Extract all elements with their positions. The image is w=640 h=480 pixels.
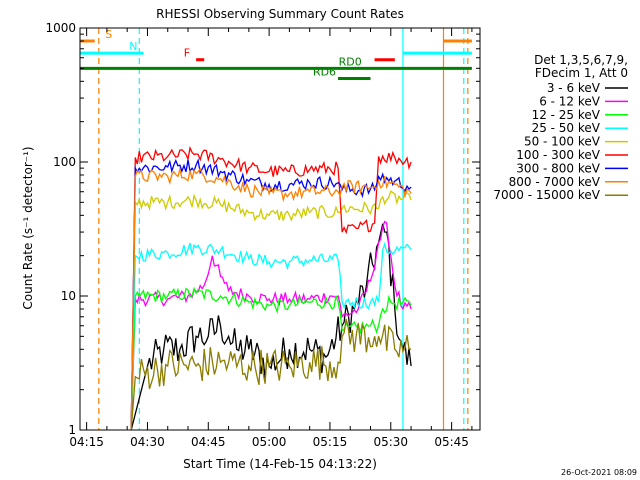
y-axis-label: Count Rate (s⁻¹ detector⁻¹) xyxy=(21,146,35,309)
timestamp: 26-Oct-2021 08:09 xyxy=(561,468,637,477)
y-tick-label: 1 xyxy=(68,423,76,437)
legend-entry-3: 25 - 50 keV xyxy=(532,121,601,135)
y-tick-label: 100 xyxy=(53,155,76,169)
x-tick-label: 04:45 xyxy=(191,435,226,449)
legend-header-line: FDecim 1, Att 0 xyxy=(535,66,628,80)
x-axis-label: Start Time (14-Feb-15 04:13:22) xyxy=(183,457,377,471)
y-tick-label: 1000 xyxy=(45,21,76,35)
legend-entry-4: 50 - 100 keV xyxy=(524,135,601,149)
legend-entry-5: 100 - 300 keV xyxy=(516,148,600,162)
series-line-7 xyxy=(130,166,412,431)
x-tick-label: 05:15 xyxy=(313,435,348,449)
marker-label-7: RD6 xyxy=(313,65,336,78)
legend-entry-7: 800 - 7000 keV xyxy=(509,175,601,189)
x-tick-label: 04:15 xyxy=(69,435,104,449)
legend-entry-0: 3 - 6 keV xyxy=(547,81,601,95)
x-tick-label: 05:00 xyxy=(252,435,287,449)
series-line-6 xyxy=(130,158,412,431)
series-line-3 xyxy=(130,241,412,431)
marker-label-2: N xyxy=(129,40,137,53)
axes: 1 10 100 1000 04:15 04:30 04:45 05:00 05:15 05:30… xyxy=(45,21,481,449)
plot-frame xyxy=(79,27,481,431)
legend-entry-8: 7000 - 15000 keV xyxy=(493,188,600,202)
x-tick-label: 05:45 xyxy=(434,435,469,449)
legend-entry-6: 300 - 800 keV xyxy=(516,161,600,175)
legend: Det 1,3,5,6,7,9,FDecim 1, Att 03 - 6 keV… xyxy=(493,53,628,202)
series-line-4 xyxy=(130,190,412,431)
series-line-5 xyxy=(130,145,412,431)
x-tick-label: 05:30 xyxy=(373,435,408,449)
marker-label-4: F xyxy=(184,47,190,60)
x-tick-label: 04:30 xyxy=(130,435,165,449)
y-tick-label: 10 xyxy=(61,289,76,303)
series-line-8 xyxy=(130,318,412,431)
marker-label-0: S xyxy=(105,28,112,41)
marker-label-6: RD0 xyxy=(339,55,362,68)
legend-header-line: Det 1,3,5,6,7,9, xyxy=(534,53,628,67)
legend-entry-2: 12 - 25 keV xyxy=(532,108,601,122)
series-line-0 xyxy=(130,223,412,431)
legend-entry-1: 6 - 12 keV xyxy=(539,94,601,108)
series-line-2 xyxy=(130,286,412,431)
chart-title: RHESSI Observing Summary Count Rates xyxy=(156,7,404,21)
